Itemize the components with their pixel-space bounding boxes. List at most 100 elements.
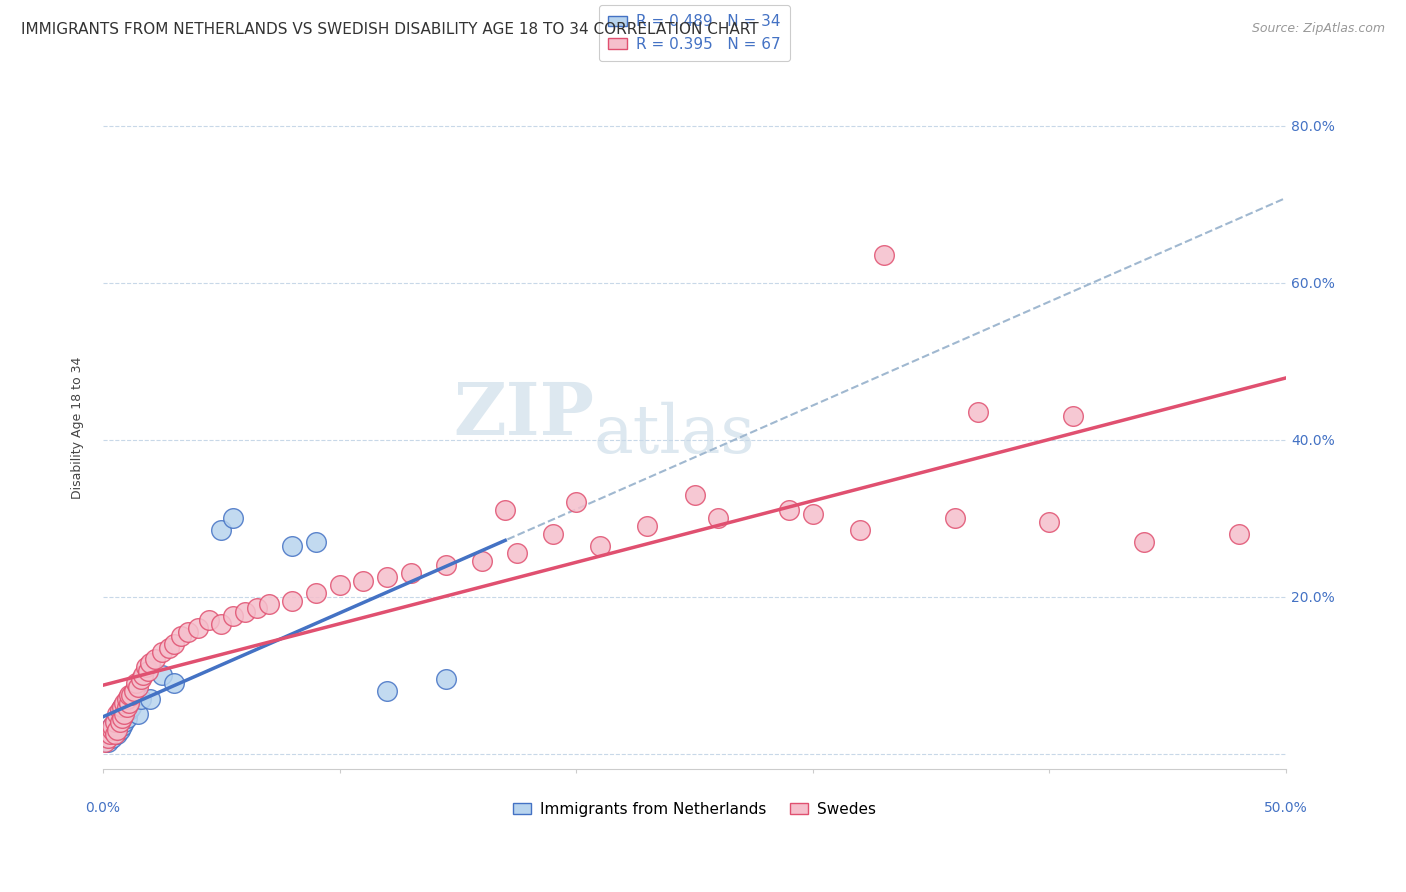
Point <box>98 727 121 741</box>
Point <box>104 715 127 730</box>
Point <box>104 727 127 741</box>
Point <box>1062 409 1084 423</box>
Point <box>506 546 529 560</box>
Point <box>129 672 152 686</box>
Point <box>967 405 990 419</box>
Point <box>177 624 200 639</box>
Point <box>281 539 304 553</box>
Point <box>636 519 658 533</box>
Point <box>104 715 127 730</box>
Point <box>281 593 304 607</box>
Point <box>150 644 173 658</box>
Text: 0.0%: 0.0% <box>86 801 121 814</box>
Point <box>108 703 131 717</box>
Point <box>101 719 124 733</box>
Text: atlas: atlas <box>593 402 755 467</box>
Point <box>209 523 232 537</box>
Point <box>471 554 494 568</box>
Point <box>112 696 135 710</box>
Point <box>494 503 516 517</box>
Point <box>305 585 328 599</box>
Point <box>111 699 134 714</box>
Point <box>589 539 612 553</box>
Point <box>778 503 800 517</box>
Point <box>122 683 145 698</box>
Point <box>943 511 966 525</box>
Point <box>125 683 148 698</box>
Point <box>108 715 131 730</box>
Point <box>683 487 706 501</box>
Point <box>120 688 142 702</box>
Point <box>132 668 155 682</box>
Text: 50.0%: 50.0% <box>1264 801 1308 814</box>
Point <box>108 707 131 722</box>
Point <box>163 676 186 690</box>
Point <box>157 640 180 655</box>
Point <box>118 696 141 710</box>
Point <box>97 731 120 745</box>
Point <box>104 723 127 737</box>
Point <box>112 715 135 730</box>
Point <box>111 711 134 725</box>
Point <box>98 727 121 741</box>
Point <box>120 699 142 714</box>
Point <box>849 523 872 537</box>
Point <box>375 683 398 698</box>
Point <box>434 558 457 573</box>
Point <box>105 727 128 741</box>
Point <box>118 703 141 717</box>
Point <box>257 598 280 612</box>
Point <box>873 248 896 262</box>
Point <box>101 731 124 745</box>
Point <box>115 699 138 714</box>
Point <box>94 735 117 749</box>
Point <box>135 660 157 674</box>
Point <box>122 691 145 706</box>
Point <box>115 696 138 710</box>
Text: Source: ZipAtlas.com: Source: ZipAtlas.com <box>1251 22 1385 36</box>
Point <box>222 511 245 525</box>
Point <box>127 680 149 694</box>
Point <box>375 570 398 584</box>
Point <box>801 507 824 521</box>
Point <box>352 574 374 588</box>
Point <box>108 723 131 737</box>
Point <box>1038 515 1060 529</box>
Point <box>136 664 159 678</box>
Point <box>115 691 138 706</box>
Point <box>434 672 457 686</box>
Point <box>541 526 564 541</box>
Point <box>143 652 166 666</box>
Point <box>305 534 328 549</box>
Point <box>170 629 193 643</box>
Point <box>111 699 134 714</box>
Point <box>127 707 149 722</box>
Point <box>198 613 221 627</box>
Point <box>163 637 186 651</box>
Point <box>209 617 232 632</box>
Point <box>118 688 141 702</box>
Point <box>1227 526 1250 541</box>
Point <box>98 723 121 737</box>
Point <box>94 731 117 745</box>
Point <box>129 691 152 706</box>
Point <box>399 566 422 580</box>
Legend: Immigrants from Netherlands, Swedes: Immigrants from Netherlands, Swedes <box>506 796 882 823</box>
Text: ZIP: ZIP <box>453 379 593 450</box>
Y-axis label: Disability Age 18 to 34: Disability Age 18 to 34 <box>72 357 84 499</box>
Point <box>112 707 135 722</box>
Point <box>565 495 588 509</box>
Point <box>112 707 135 722</box>
Point <box>150 668 173 682</box>
Point <box>115 711 138 725</box>
Point <box>233 605 256 619</box>
Point <box>139 657 162 671</box>
Point <box>97 735 120 749</box>
Text: IMMIGRANTS FROM NETHERLANDS VS SWEDISH DISABILITY AGE 18 TO 34 CORRELATION CHART: IMMIGRANTS FROM NETHERLANDS VS SWEDISH D… <box>21 22 759 37</box>
Point <box>187 621 209 635</box>
Point <box>105 711 128 725</box>
Point <box>105 707 128 722</box>
Point <box>101 723 124 737</box>
Point <box>101 719 124 733</box>
Point <box>118 691 141 706</box>
